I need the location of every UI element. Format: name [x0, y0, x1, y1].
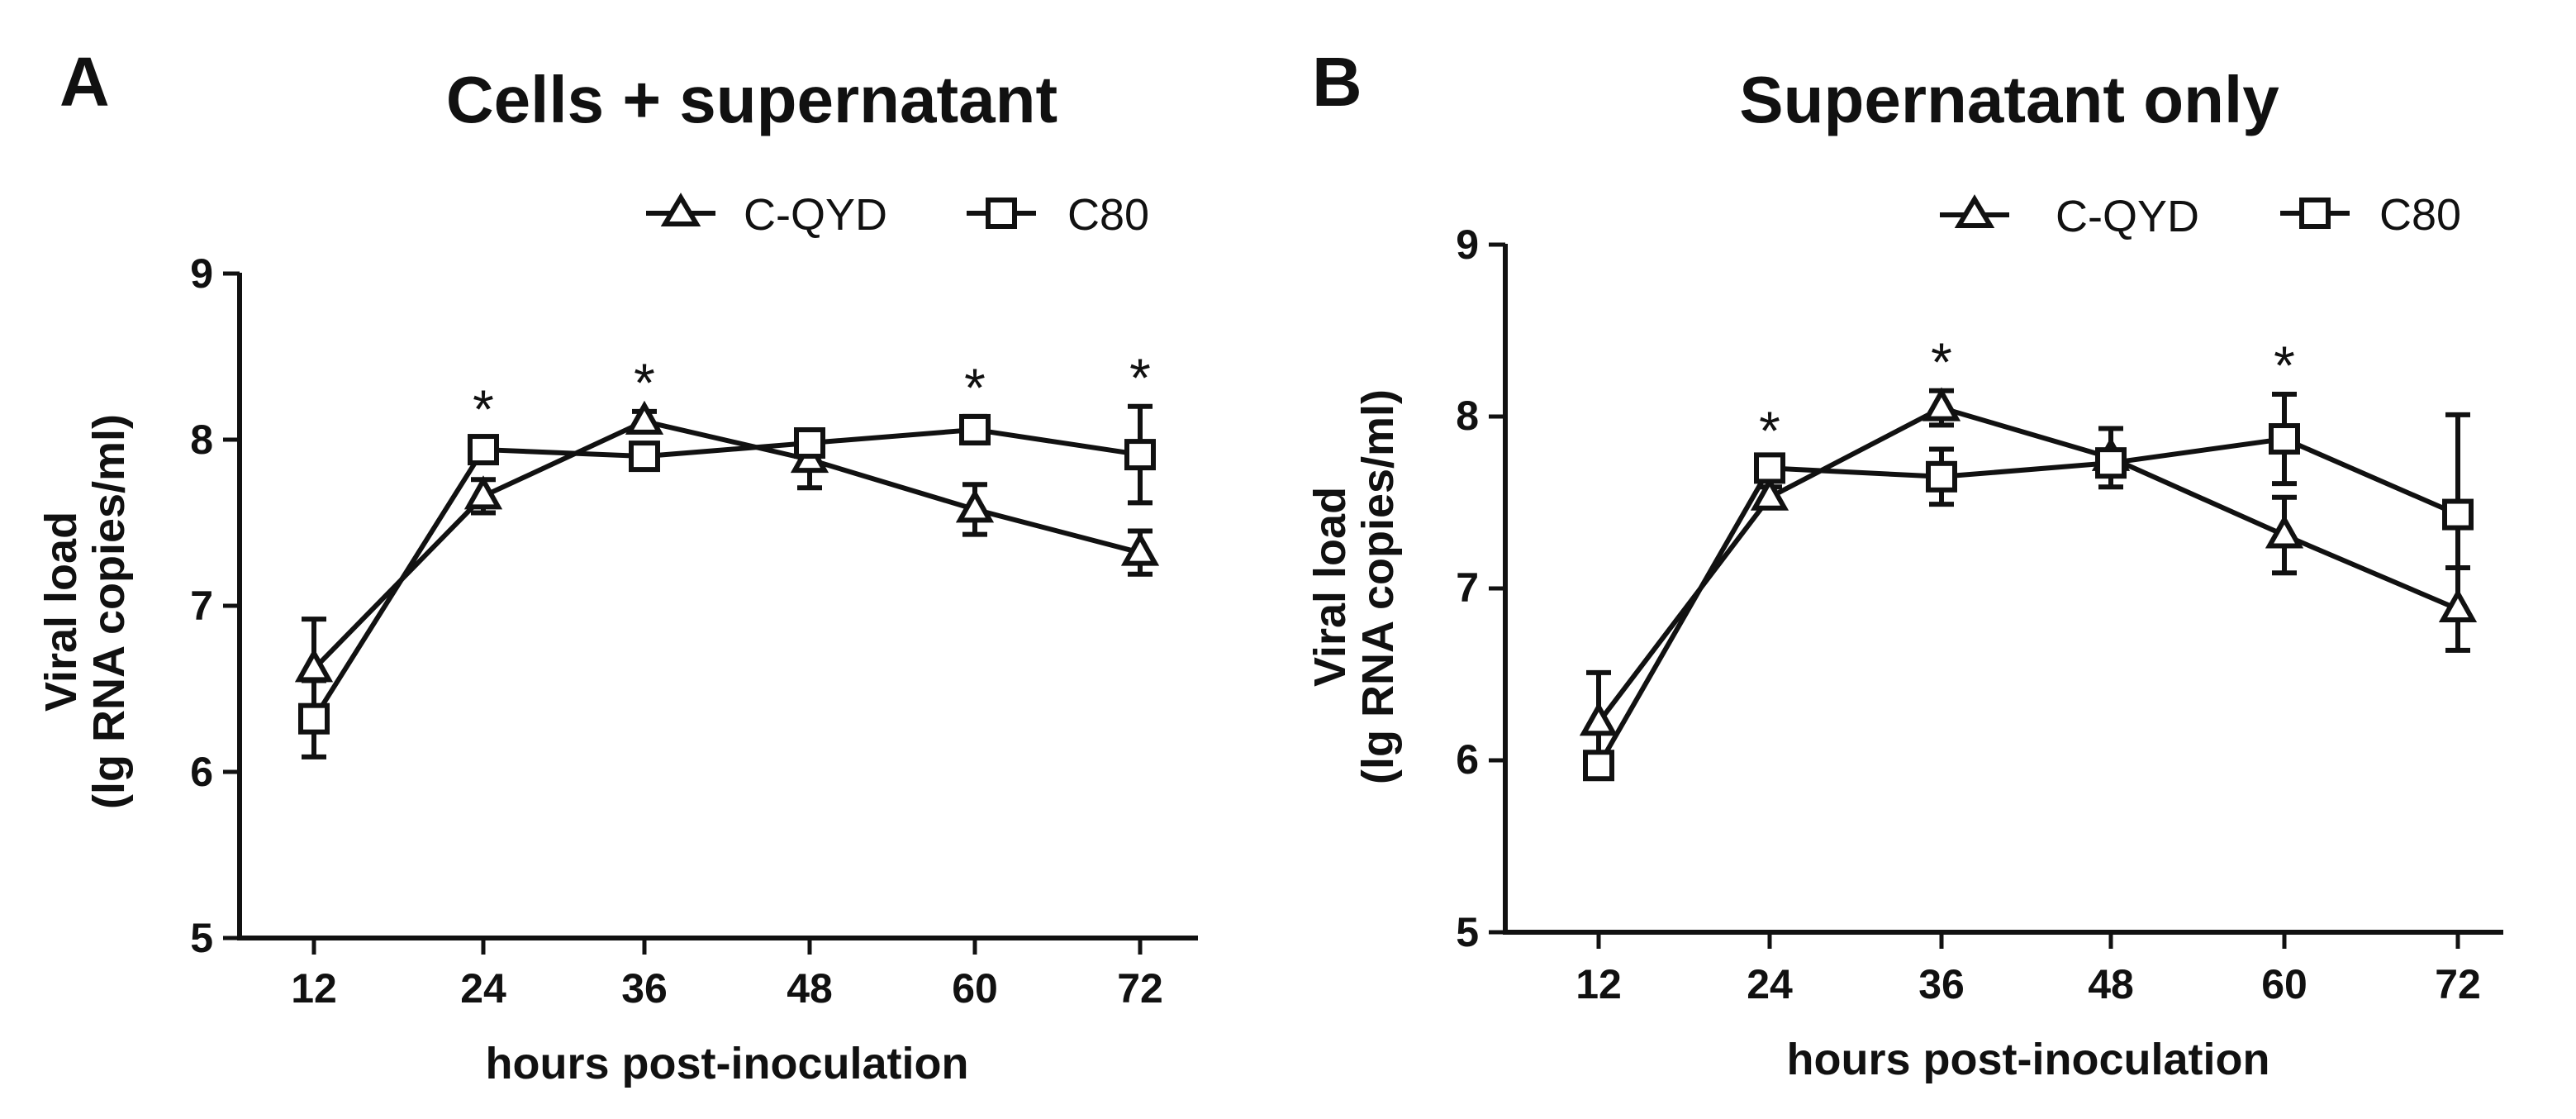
y-tick-label: 8 — [190, 417, 213, 463]
data-point-c80 — [1926, 460, 1957, 493]
x-tick-label: 60 — [2261, 961, 2307, 1007]
data-point-c-qyd — [294, 648, 334, 683]
panel-b-y-axis-label-line2: (lg RNA copies/ml) — [1353, 389, 1403, 784]
legend-c80-marker — [967, 198, 1036, 229]
panel-b-x-ticks: 12 24 36 48 60 72 — [1576, 932, 2481, 1007]
data-point-c80 — [468, 434, 499, 466]
significance-marker: * — [1759, 400, 1780, 461]
panel-a-x-ticks: 12 24 36 48 60 72 — [291, 938, 1163, 1012]
x-tick-label: 48 — [2088, 961, 2134, 1007]
y-tick-label: 6 — [1456, 736, 1479, 783]
panel-b-x-axis-label: hours post-inoculation — [1787, 1035, 2270, 1084]
data-point-c80 — [794, 427, 825, 460]
series-line-c-qyd — [1596, 405, 2460, 725]
significance-marker: * — [964, 357, 986, 418]
y-tick-label: 9 — [190, 250, 213, 297]
panel-a-y-axis-label-line2: (lg RNA copies/ml) — [84, 414, 134, 809]
panel-b-y-ticks: 9 8 7 6 5 — [1456, 221, 1505, 955]
x-tick-label: 36 — [621, 965, 668, 1012]
series-line-c80 — [311, 426, 1141, 721]
x-tick-label: 48 — [787, 965, 833, 1012]
x-tick-label: 12 — [291, 965, 337, 1012]
data-point-c80 — [2442, 498, 2474, 531]
legend-c-qyd-marker — [646, 193, 715, 226]
y-tick-label: 7 — [1456, 564, 1479, 611]
legend-c-qyd-marker — [1940, 194, 2009, 228]
panel-a: A Cells + supernatant C-QYD C80 9 8 7 6 … — [36, 43, 1198, 1088]
data-point-c-qyd — [1120, 531, 1160, 566]
panel-b: B Supernatant only C-QYD C80 9 8 7 6 5 — [1305, 43, 2503, 1084]
y-tick-label: 7 — [190, 583, 213, 629]
data-point-c-qyd — [1750, 476, 1789, 511]
significance-marker: * — [1129, 347, 1151, 408]
x-tick-label: 72 — [2435, 961, 2481, 1007]
series-line-c80 — [1596, 436, 2460, 767]
significance-marker: * — [2274, 335, 2295, 396]
data-point-c-qyd — [2265, 514, 2304, 549]
data-point-c-qyd — [2438, 588, 2478, 622]
y-tick-label: 5 — [1456, 909, 1479, 955]
series-line-c-qyd — [311, 418, 1141, 671]
panel-b-title: Supernatant only — [1739, 63, 2279, 136]
legend-c80-label: C80 — [1067, 190, 1149, 240]
legend-c80-label: C80 — [2379, 190, 2461, 240]
panel-letter-a: A — [59, 43, 110, 121]
x-tick-label: 12 — [1576, 961, 1622, 1007]
significance-marker: * — [1931, 331, 1952, 393]
data-point-c80 — [629, 440, 660, 473]
x-tick-label: 24 — [1747, 961, 1793, 1007]
panel-b-plot-area: * * * — [1579, 331, 2478, 782]
data-point-c80 — [2095, 447, 2127, 479]
panel-b-y-axis-label-line1: Viral load — [1305, 487, 1355, 687]
x-tick-label: 36 — [1918, 961, 1965, 1007]
legend-c80-marker — [2280, 198, 2350, 229]
data-point-c80 — [959, 413, 991, 445]
data-point-c-qyd — [1922, 387, 1961, 421]
data-point-c-qyd — [1579, 702, 1618, 736]
y-tick-label: 5 — [190, 915, 213, 961]
panel-a-y-ticks: 9 8 7 6 5 — [190, 250, 240, 961]
data-point-c80 — [1124, 439, 1156, 471]
panel-letter-b: B — [1312, 43, 1362, 121]
significance-marker: * — [634, 352, 655, 413]
panel-a-x-axis-label: hours post-inoculation — [486, 1039, 969, 1088]
panel-a-plot-area: * * * * — [294, 347, 1160, 759]
panel-a-legend: C-QYD C80 — [646, 190, 1149, 240]
significance-marker: * — [473, 379, 494, 440]
panel-b-legend: C-QYD C80 — [1940, 190, 2461, 241]
x-tick-label: 60 — [952, 965, 998, 1012]
data-point-c80 — [1583, 750, 1614, 782]
panel-a-title: Cells + supernatant — [446, 63, 1057, 136]
legend-c-qyd-label: C-QYD — [2056, 192, 2199, 241]
data-point-c-qyd — [625, 400, 664, 435]
y-tick-label: 8 — [1456, 393, 1479, 439]
data-point-c-qyd — [463, 475, 503, 510]
y-tick-label: 6 — [190, 749, 213, 795]
data-point-c80 — [2269, 423, 2300, 455]
data-point-c-qyd — [955, 488, 995, 523]
data-point-c80 — [298, 702, 330, 735]
y-tick-label: 9 — [1456, 221, 1479, 268]
panel-a-y-axis-label-line1: Viral load — [36, 512, 86, 712]
x-tick-label: 24 — [460, 965, 506, 1012]
legend-c-qyd-label: C-QYD — [744, 190, 887, 240]
x-tick-label: 72 — [1117, 965, 1163, 1012]
data-point-c80 — [1754, 452, 1785, 484]
